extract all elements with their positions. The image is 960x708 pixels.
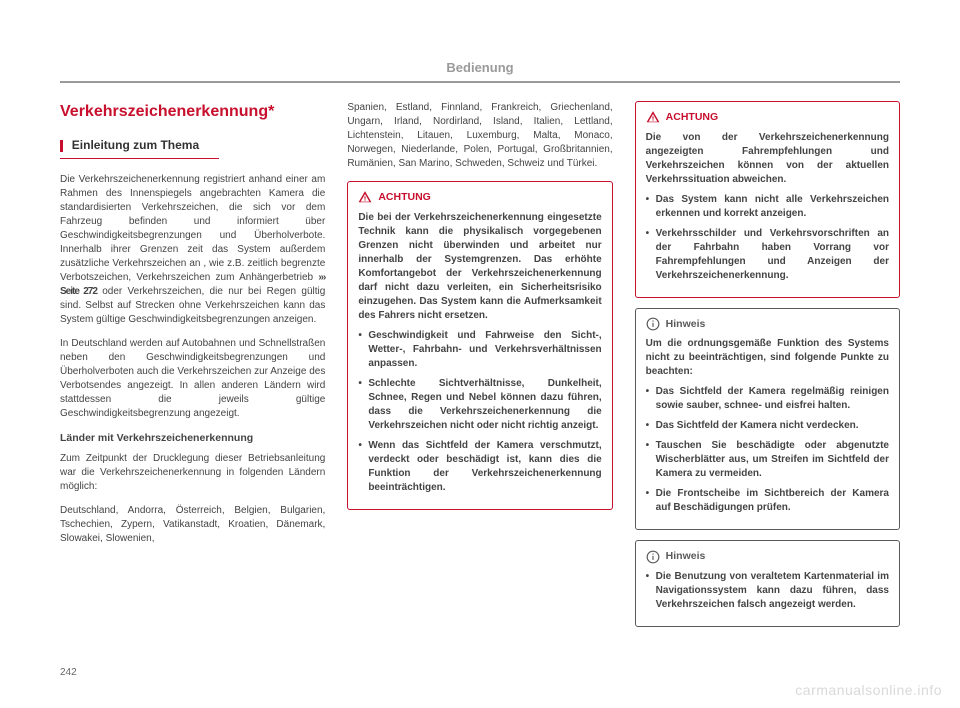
box-list-item: Wenn das Sichtfeld der Kamera verschmutz…: [358, 439, 601, 495]
box-list: Geschwindigkeit und Fahrweise den Sicht-…: [358, 329, 601, 495]
hinweis-box: Hinweis Um die ordnungsgemäße Funktion d…: [635, 308, 900, 531]
box-list: Das System kann nicht alle Verkehrszeich…: [646, 193, 889, 283]
achtung-box: ACHTUNG Die von der Verkehrszeichenerken…: [635, 101, 900, 298]
column-3: ACHTUNG Die von der Verkehrszeichenerken…: [635, 101, 900, 637]
box-list-item: Die Frontscheibe im Sichtbereich der Kam…: [646, 487, 889, 515]
hinweis-box: Hinweis Die Benutzung von veraltetem Kar…: [635, 540, 900, 627]
box-list-item: Geschwindigkeit und Fahrweise den Sicht-…: [358, 329, 601, 371]
box-heading: Hinweis: [646, 317, 889, 332]
box-list-item: Verkehrsschilder und Verkehrsvorschrifte…: [646, 227, 889, 283]
body-paragraph: In Deutschland werden auf Autobahnen und…: [60, 337, 325, 421]
box-list-item: Die Benutzung von veraltetem Kartenmater…: [646, 570, 889, 612]
text-run: oder Verkehrszeichen, die nur bei Regen …: [60, 286, 325, 325]
page-number: 242: [60, 667, 77, 678]
info-icon: [646, 550, 660, 564]
body-paragraph: Spanien, Estland, Finnland, Frankreich, …: [347, 101, 612, 171]
box-text: Um die ordnungsgemäße Funktion des Syste…: [646, 337, 889, 379]
body-paragraph: Deutschland, Andorra, Österreich, Belgie…: [60, 504, 325, 546]
watermark: carmanualsonline.info: [795, 682, 942, 698]
body-paragraph: Zum Zeitpunkt der Drucklegung dieser Bet…: [60, 452, 325, 494]
section-header: Bedienung: [60, 60, 900, 75]
box-list: Die Benutzung von veraltetem Kartenmater…: [646, 570, 889, 612]
box-heading: ACHTUNG: [646, 110, 889, 125]
text-run: Die Verkehrszeichenerkennung registriert…: [60, 174, 325, 283]
box-heading: ACHTUNG: [358, 190, 601, 205]
subhead-block: Einleitung zum Thema: [60, 137, 325, 159]
box-list: Das Sichtfeld der Kamera regelmäßig rein…: [646, 385, 889, 515]
box-list-item: Das Sichtfeld der Kamera regelmäßig rein…: [646, 385, 889, 413]
box-label: ACHTUNG: [666, 110, 719, 125]
info-icon: [646, 317, 660, 331]
box-list-item: Das System kann nicht alle Verkehrszeich…: [646, 193, 889, 221]
manual-page: Bedienung Verkehrszeichenerkennung* Einl…: [0, 0, 960, 708]
box-label: ACHTUNG: [378, 190, 431, 205]
header-rule: [60, 81, 900, 83]
column-1: Verkehrszeichenerkennung* Einleitung zum…: [60, 101, 325, 637]
box-heading: Hinweis: [646, 549, 889, 564]
box-list-item: Tauschen Sie beschädigte oder abgenutzte…: [646, 439, 889, 481]
box-list-item: Das Sichtfeld der Kamera nicht verdecken…: [646, 419, 889, 433]
warning-icon: [646, 110, 660, 124]
subhead-accent: [60, 140, 63, 152]
body-paragraph: Die Verkehrszeichenerkennung registriert…: [60, 173, 325, 327]
achtung-box: ACHTUNG Die bei der Verkehrszeichenerken…: [347, 181, 612, 510]
subhead-text: Einleitung zum Thema: [72, 138, 199, 152]
warning-icon: [358, 190, 372, 204]
column-2: Spanien, Estland, Finnland, Frankreich, …: [347, 101, 612, 637]
page-title: Verkehrszeichenerkennung*: [60, 101, 325, 123]
box-list-item: Schlechte Sichtverhältnisse, Dunkelheit,…: [358, 377, 601, 433]
subhead-rule: [60, 158, 219, 159]
paragraph-heading: Länder mit Verkehrszeichenerkennung: [60, 431, 325, 446]
box-label: Hinweis: [666, 317, 706, 332]
box-text: Die von der Verkehrszeichenerkennung ang…: [646, 131, 889, 187]
box-label: Hinweis: [666, 549, 706, 564]
content-columns: Verkehrszeichenerkennung* Einleitung zum…: [60, 101, 900, 637]
box-text: Die bei der Verkehrszeichenerkennung ein…: [358, 211, 601, 323]
